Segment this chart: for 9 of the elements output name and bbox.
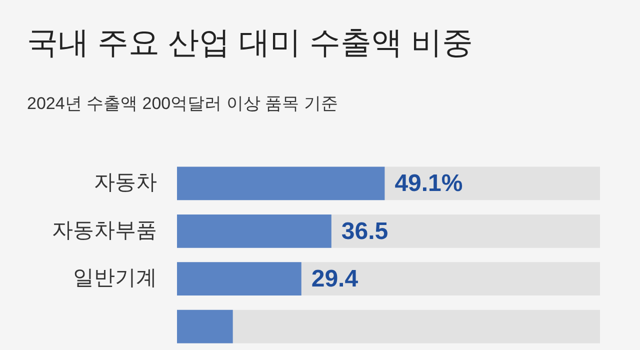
data-label: 29.4 [311,265,359,292]
chart-subtitle: 2024년 수출액 200억달러 이상 품목 기준 [27,93,338,115]
y-tick-label: 자동차 [94,171,157,194]
data-label: 36.5 [341,218,388,245]
chart-title: 국내 주요 산업 대미 수출액 비중 [27,24,474,62]
y-tick-label: 일반기계 [73,266,157,290]
y-tick-label: 자동차부품 [52,218,157,242]
data-label: 49.1% [394,170,463,198]
bar [177,310,233,344]
